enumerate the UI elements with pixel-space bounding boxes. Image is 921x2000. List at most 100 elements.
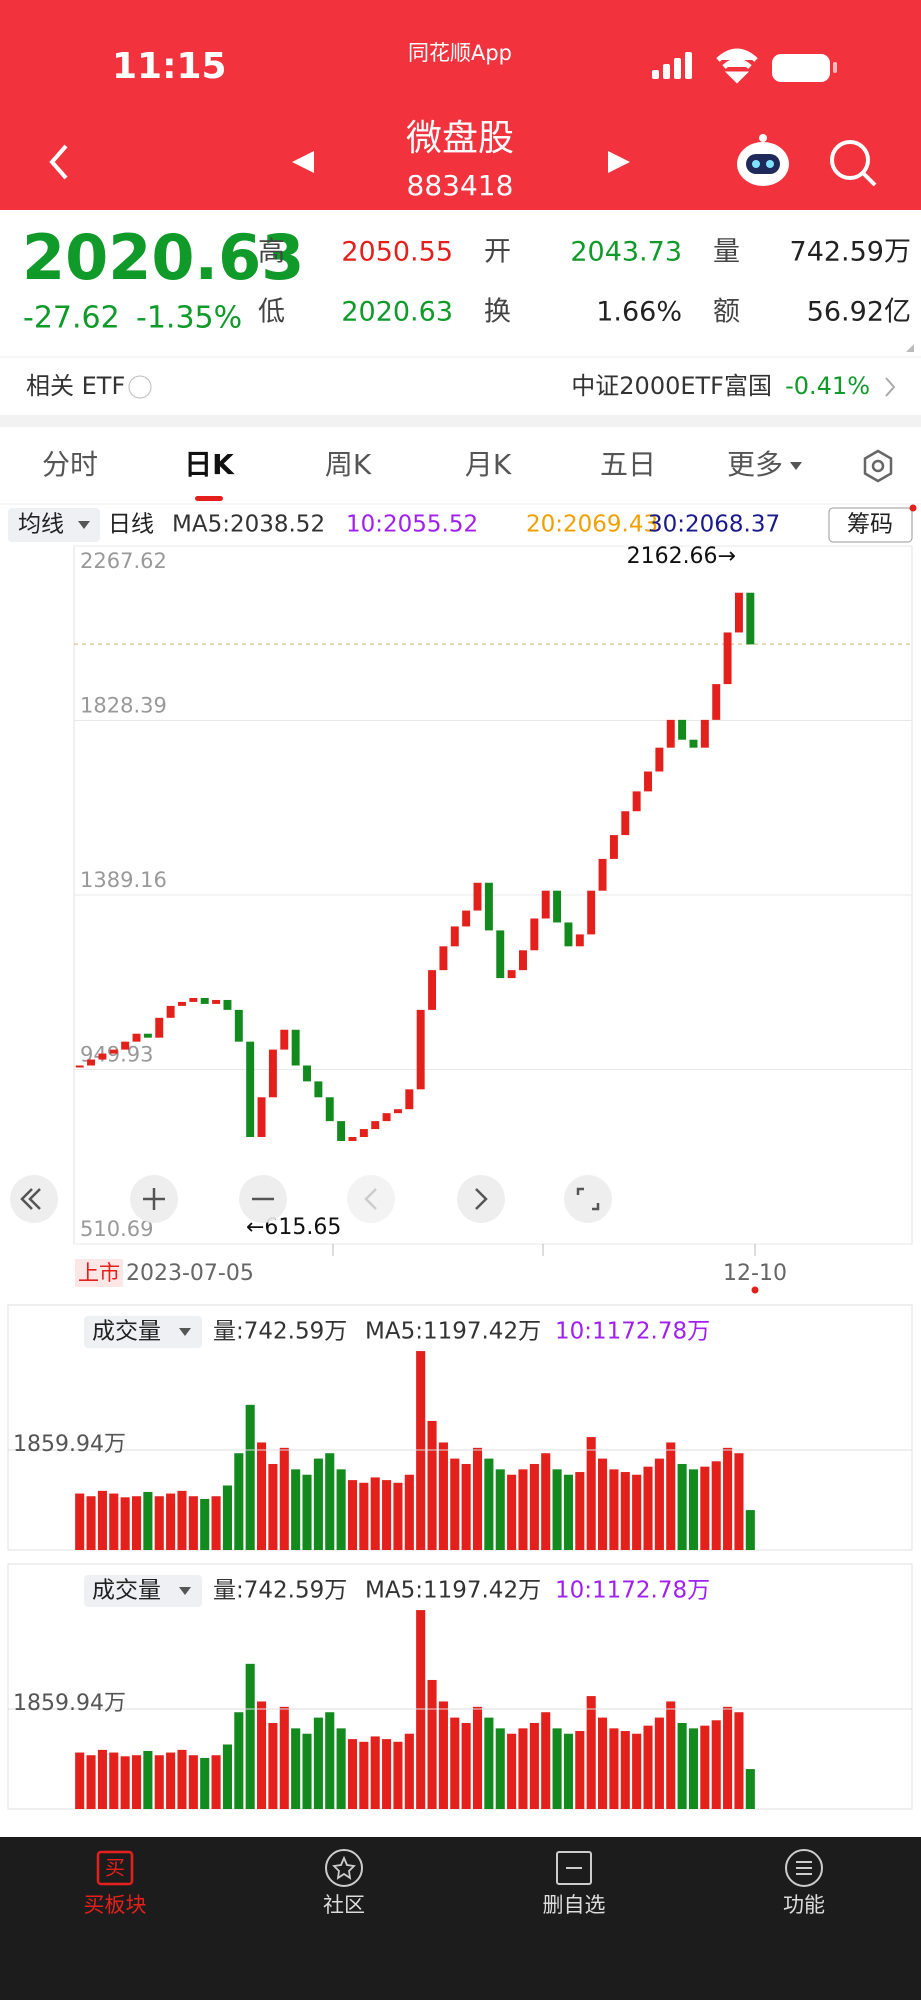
buy-icon: 买: [105, 1856, 125, 1880]
tab[interactable]: 更多: [727, 448, 783, 481]
volume-selector-bg[interactable]: [84, 1575, 202, 1607]
volume-bar: [484, 1458, 494, 1550]
more-arrow: [790, 462, 802, 470]
tab[interactable]: 分时: [42, 448, 98, 481]
back-button[interactable]: [49, 144, 68, 180]
battery-tip: [833, 62, 837, 73]
volume-bar: [711, 1461, 721, 1550]
nav-item[interactable]: 社区: [323, 1893, 365, 1917]
volume-bar: [518, 1728, 528, 1809]
x-axis: [332, 1244, 756, 1256]
y-tick-label: 1828.39: [80, 693, 167, 717]
left-button[interactable]: [347, 1175, 395, 1223]
next-button[interactable]: [608, 151, 630, 173]
volume-bar: [620, 1731, 630, 1809]
prev-button[interactable]: [292, 151, 314, 173]
volume-ma10: 10:1172.78万: [555, 1578, 710, 1604]
volume-bar: [461, 1463, 471, 1550]
candle: [87, 1059, 96, 1066]
etf-name[interactable]: 中证2000ETF富国: [571, 372, 772, 400]
volume-bar: [688, 1469, 699, 1550]
title: 微盘股: [406, 118, 514, 159]
high-annotation: 2162.66→: [627, 544, 736, 569]
value: 742.59万: [790, 237, 911, 268]
volume-bar: [86, 1755, 96, 1809]
candle: [644, 771, 652, 792]
candle: [337, 1121, 346, 1141]
chart-controls: [10, 1175, 612, 1223]
volume-bar: [257, 1701, 267, 1809]
tab[interactable]: 日K: [184, 448, 235, 481]
y-tick-label: 1859.94万: [13, 1432, 126, 1457]
robot-icon[interactable]: [737, 134, 789, 186]
value: 2020.63: [341, 297, 453, 328]
help-icon[interactable]: [128, 375, 152, 399]
volume-bar: [234, 1712, 244, 1809]
volume-bar: [382, 1480, 392, 1550]
volume-bar: [370, 1477, 380, 1550]
volume-bar: [154, 1755, 164, 1809]
volume-selector[interactable]: 成交量: [92, 1319, 161, 1345]
volume-bar: [472, 1706, 483, 1809]
tab[interactable]: 月K: [465, 448, 512, 481]
ma-selector[interactable]: 均线: [18, 512, 64, 538]
volume-bar: [404, 1733, 414, 1809]
label: 开: [484, 237, 511, 268]
volume-bar: [291, 1728, 301, 1809]
settings-icon[interactable]: [863, 449, 893, 483]
volume-bar: [416, 1610, 426, 1809]
ma-selector-bg[interactable]: [8, 508, 100, 542]
candle: [189, 997, 198, 1002]
volume-bar: [325, 1712, 335, 1809]
candle: [303, 1065, 311, 1082]
volume-bar: [700, 1725, 710, 1809]
search-icon[interactable]: [830, 140, 877, 187]
tab[interactable]: 周K: [325, 448, 372, 481]
dropdown-arrow: [179, 1328, 191, 1336]
icon: [20, 1188, 33, 1210]
volume-selector[interactable]: 成交量: [92, 1578, 161, 1604]
volume-bar: [541, 1453, 551, 1550]
nav-item[interactable]: 功能: [783, 1893, 825, 1917]
candle: [746, 592, 755, 645]
chip-button-bg[interactable]: [828, 507, 913, 543]
candle: [325, 1097, 334, 1122]
volume-bar: [200, 1757, 210, 1809]
volume-bar: [109, 1752, 119, 1809]
dropdown-arrow: [179, 1587, 191, 1595]
candle: [143, 1033, 152, 1038]
candle: [348, 1137, 357, 1141]
chip-button[interactable]: 筹码: [847, 512, 893, 538]
volume-bar: [382, 1739, 392, 1809]
tab[interactable]: 五日: [600, 448, 656, 481]
volume-bar: [495, 1469, 505, 1550]
nav-item[interactable]: 删自选: [543, 1893, 606, 1917]
volume-bar: [120, 1497, 130, 1550]
community-icon: [325, 1849, 363, 1887]
candle: [723, 632, 732, 685]
icon: [364, 1188, 377, 1210]
volume-bar: [177, 1490, 187, 1550]
rewind-button[interactable]: [10, 1175, 58, 1223]
fullscreen-button[interactable]: [564, 1175, 612, 1223]
y-tick-label: 510.69: [80, 1217, 153, 1241]
etf-change[interactable]: -0.41%: [785, 372, 870, 400]
corner-mark: [906, 344, 914, 352]
volume-bar: [507, 1474, 517, 1550]
dropdown-arrow: [78, 521, 90, 529]
volume-bar: [313, 1717, 323, 1809]
icon: [576, 1187, 600, 1211]
volume-selector-bg[interactable]: [84, 1316, 202, 1348]
volume-bar: [745, 1769, 755, 1809]
today-dot: [751, 1286, 759, 1294]
right-button[interactable]: [457, 1175, 505, 1223]
candle: [223, 999, 232, 1010]
volume-bar: [222, 1744, 232, 1809]
volume-bar: [200, 1498, 210, 1550]
nav-item[interactable]: 买板块: [84, 1893, 147, 1917]
candle: [359, 1129, 368, 1138]
candle: [257, 1097, 266, 1138]
volume-bar: [313, 1458, 323, 1550]
candle: [541, 890, 550, 919]
community-star: [332, 1855, 356, 1880]
